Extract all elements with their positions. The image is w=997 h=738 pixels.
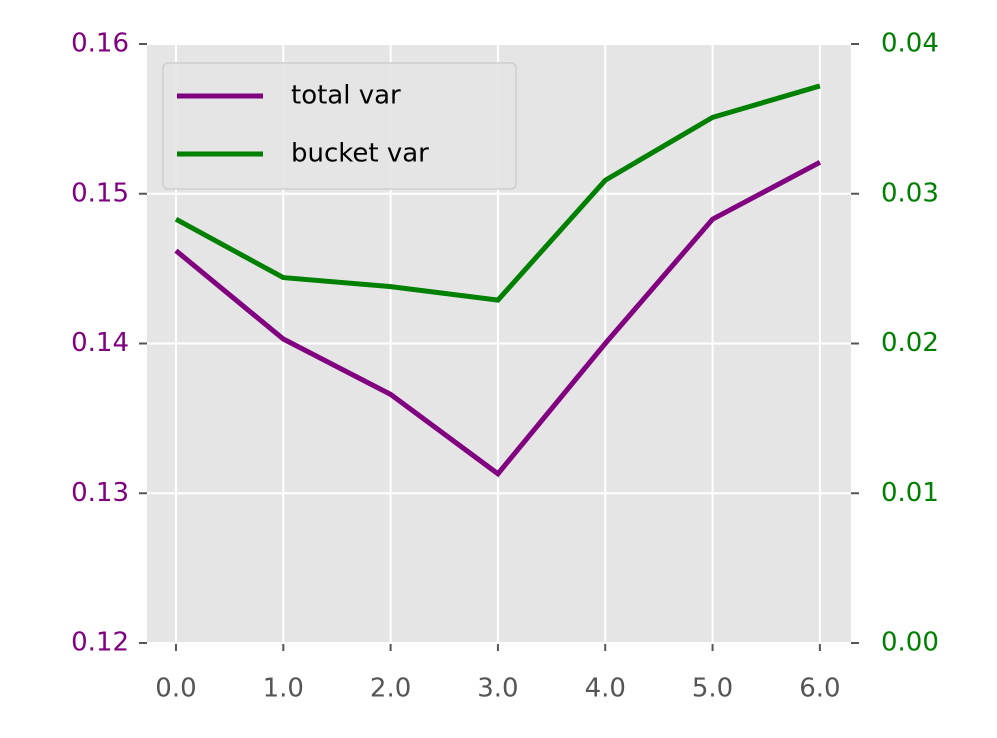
x-tick-label: 1.0: [263, 674, 304, 704]
line-series: [174, 160, 822, 478]
x-tick-label: 0.0: [155, 674, 196, 704]
x-tick-label: 3.0: [477, 674, 518, 704]
y2-tick-label: 0.03: [881, 178, 939, 208]
y2-tick-label: 0.02: [881, 328, 939, 358]
y-tick-label: 0.15: [71, 178, 129, 208]
legend-label: total var: [291, 81, 401, 111]
y-tick-label: 0.12: [71, 628, 129, 658]
x-tick-label: 5.0: [692, 674, 733, 704]
legend-label: bucket var: [291, 139, 429, 169]
y-tick-label: 0.13: [71, 478, 129, 508]
y-tick-label: 0.14: [71, 328, 129, 358]
y-tick-label: 0.16: [71, 29, 129, 59]
line-series: [174, 83, 821, 303]
y2-tick-label: 0.00: [881, 628, 939, 658]
x-tick-label: 4.0: [585, 674, 626, 704]
x-tick-label: 2.0: [370, 674, 411, 704]
x-tick-label: 6.0: [799, 674, 840, 704]
y2-tick-label: 0.01: [881, 478, 939, 508]
y2-tick-label: 0.04: [881, 29, 939, 59]
